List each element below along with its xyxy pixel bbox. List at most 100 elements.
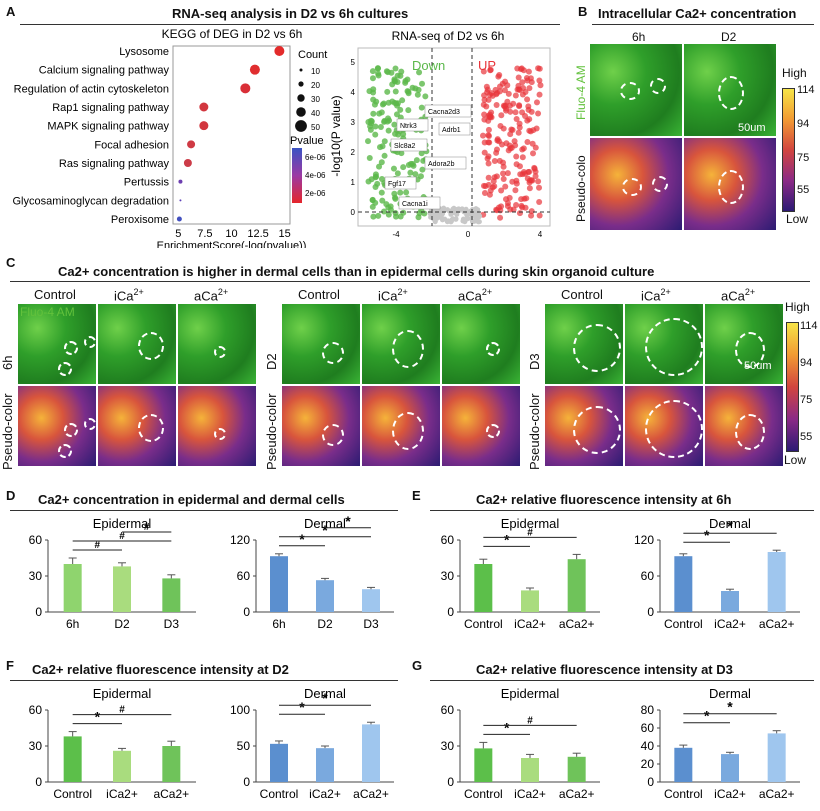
kegg-xtick: 5 <box>175 228 181 240</box>
bar-xtick: aCa2+ <box>559 617 595 631</box>
bar-ytick: 60 <box>641 721 655 735</box>
volcano-point-up <box>518 196 525 203</box>
bar-xtick: D3 <box>164 617 180 631</box>
bar <box>316 580 334 612</box>
bar-ytick: 0 <box>243 605 250 619</box>
volcano-point-up <box>515 86 522 93</box>
bar-xtick: aCa2+ <box>559 787 595 801</box>
volcano-point-up <box>501 103 508 110</box>
volcano-point-up <box>485 160 492 167</box>
volcano-point-down <box>379 197 386 204</box>
volcano-point-down <box>393 111 400 118</box>
bar-ytick: 30 <box>29 739 43 753</box>
volcano-point-up <box>508 126 515 133</box>
kegg-pvalue-label: 6e-06 <box>305 153 326 162</box>
volcano-point-up <box>525 68 532 75</box>
sig-marker: * <box>95 709 101 725</box>
volcano-point-up <box>519 79 526 86</box>
volcano-point-down <box>422 93 429 100</box>
kegg-term-label: Ras signaling pathway <box>59 158 170 170</box>
kegg-term-label: Glycosaminoglycan degradation <box>12 195 169 207</box>
bar-xtick: D3 <box>363 617 379 631</box>
bar-chart-title: Epidermal <box>501 686 560 701</box>
volcano-point-up <box>524 138 531 145</box>
kegg-count-label: 10 <box>311 67 320 76</box>
volcano-point-up <box>515 129 522 136</box>
volcano-point-up <box>487 187 494 194</box>
c-heat-image <box>282 386 360 466</box>
volcano-gene-label: Ntrk3 <box>400 123 417 130</box>
volcano-point-up <box>524 96 531 103</box>
volcano-point-up <box>496 71 503 78</box>
sig-marker: * <box>299 531 305 547</box>
b-scale-94: 94 <box>797 118 810 130</box>
bar <box>721 754 739 782</box>
panel-d-label: D <box>6 488 16 503</box>
volcano-point-down <box>375 70 382 77</box>
volcano-point-down <box>415 214 422 221</box>
sig-marker: * <box>322 690 328 706</box>
c-scale-low: Low <box>784 453 807 467</box>
kegg-point <box>176 216 182 222</box>
volcano-point-up <box>507 206 514 213</box>
volcano-point-up <box>532 173 539 180</box>
bar-ytick: 0 <box>447 775 454 789</box>
volcano-point-down <box>394 170 401 177</box>
volcano-point-up <box>498 187 505 194</box>
volcano-point-up <box>484 155 491 162</box>
volcano-point-down <box>412 171 419 178</box>
volcano-point-up <box>485 112 492 119</box>
bar-chart-title: Dermal <box>304 686 346 701</box>
volcano-point-up <box>513 202 520 209</box>
sig-marker: * <box>727 518 733 534</box>
bar <box>674 556 693 612</box>
volcano-point-up <box>513 177 520 184</box>
bar-ytick: 120 <box>634 533 654 547</box>
volcano-point-down <box>394 102 401 109</box>
bar-chart-title: Epidermal <box>93 516 152 531</box>
bar-chart-title: Dermal <box>709 516 751 531</box>
kegg-title: KEGG of DEG in D2 vs 6h <box>162 27 303 41</box>
b-col-6h: 6h <box>632 30 646 44</box>
c-colorbar <box>786 322 799 452</box>
volcano-point-ns <box>454 211 460 217</box>
volcano-point-down <box>400 164 407 171</box>
kegg-xtick: 15 <box>279 228 291 240</box>
volcano-point-up <box>493 173 500 180</box>
volcano-point-up <box>512 92 519 99</box>
volcano-point-up <box>536 65 543 72</box>
volcano-point-up <box>490 178 497 185</box>
volcano-point-down <box>372 199 379 206</box>
bar-ytick: 60 <box>441 533 455 547</box>
volcano-ytick: 1 <box>351 178 356 187</box>
sig-marker: * <box>704 527 710 543</box>
volcano-point-down <box>378 159 385 166</box>
volcano-plot: RNA-seq of D2 vs 6h Down UP Cacna2d3 Ntrk3 Ad… <box>330 29 551 239</box>
kegg-pvalue-label: 4e-06 <box>305 171 326 180</box>
kegg-count-label: 20 <box>311 81 320 90</box>
volcano-point-up <box>533 99 540 106</box>
c-green-image <box>178 304 256 384</box>
bar-xtick: Control <box>664 617 703 631</box>
bar-ytick: 0 <box>647 605 654 619</box>
kegg-xlabel: EnrichmentScore(-log(pvalue)) <box>157 240 307 248</box>
volcano-point-up <box>485 174 492 181</box>
bar <box>162 578 181 612</box>
volcano-point-down <box>397 189 404 196</box>
volcano-point-down <box>370 96 377 103</box>
volcano-gene-label: Fgf17 <box>388 181 406 188</box>
b-scale-75: 75 <box>797 152 810 164</box>
c-heat-image <box>442 386 520 466</box>
volcano-point-down <box>412 85 419 92</box>
volcano-point-down <box>370 110 377 117</box>
volcano-point-down <box>418 104 425 111</box>
volcano-point-down <box>398 150 405 157</box>
volcano-gene-label: Cacna2d3 <box>428 109 460 116</box>
volcano-point-up <box>507 108 514 115</box>
volcano-point-up <box>493 101 500 108</box>
volcano-point-up <box>536 212 543 219</box>
bar-xtick: iCa2+ <box>714 787 746 801</box>
bar-chart-title: Dermal <box>304 516 346 531</box>
volcano-point-down <box>390 165 397 172</box>
volcano-point-up <box>536 184 543 191</box>
